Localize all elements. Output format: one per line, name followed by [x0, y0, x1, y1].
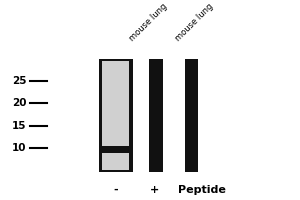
Bar — [149, 59, 163, 172]
Bar — [185, 59, 198, 172]
Text: -: - — [113, 185, 118, 195]
Text: +: + — [150, 185, 159, 195]
Text: mouse lung: mouse lung — [127, 2, 169, 43]
Text: 25: 25 — [12, 76, 27, 86]
Bar — [101, 146, 131, 153]
Text: 20: 20 — [12, 98, 27, 108]
Text: 15: 15 — [12, 121, 27, 131]
Text: 10: 10 — [12, 143, 27, 153]
Bar — [102, 61, 129, 170]
Bar — [150, 146, 162, 153]
Text: Peptide: Peptide — [178, 185, 226, 195]
Text: mouse lung: mouse lung — [173, 2, 214, 43]
Bar — [99, 59, 133, 172]
